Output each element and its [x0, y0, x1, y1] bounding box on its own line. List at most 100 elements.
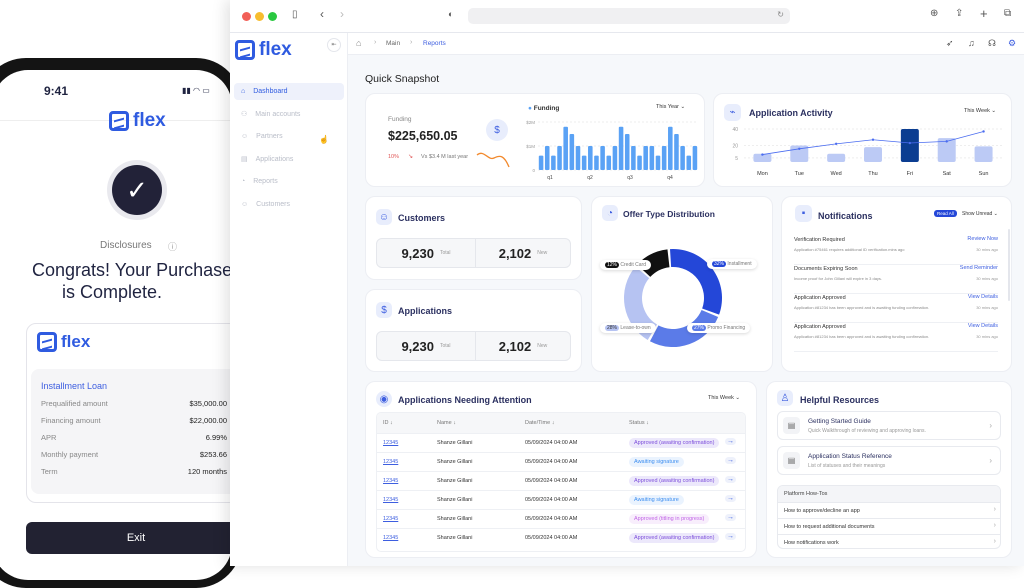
notification-action[interactable]: Send Reminder [959, 265, 998, 271]
disclosures-link[interactable]: Disclosures [100, 240, 152, 251]
applications-title: Applications [398, 306, 453, 316]
attention-icon: ◉ [376, 391, 392, 407]
table-row: 12345 Shanze Gillani 05/09/2024 04:00 AM… [377, 528, 745, 547]
resources-title: Helpful Resources [800, 395, 880, 405]
notification-item: Application Approved Application #81234 … [794, 323, 998, 352]
document-icon: ▤ [783, 452, 800, 469]
open-arrow-icon[interactable]: → [725, 476, 736, 483]
col-id[interactable]: ID ↓ [383, 420, 393, 426]
share-icon[interactable]: ⇪ [955, 8, 964, 19]
phone-screen: 9:41 ▮▮ ◠ ▭ flex ✓ Disclosures ⓘ Congrat… [0, 70, 232, 580]
sidebar-toggle-icon[interactable]: ▯ [292, 9, 298, 20]
help-icon[interactable]: ⓘ [168, 242, 178, 252]
exit-button[interactable]: Exit [26, 522, 232, 554]
minimize-window-button[interactable] [255, 12, 264, 21]
funding-bar [686, 155, 692, 170]
x-tick-label: Tue [795, 171, 804, 177]
notification-action[interactable]: Review Now [967, 236, 998, 242]
guide-link[interactable]: ▤ Getting Started Guide Quick Walkthroug… [777, 411, 1001, 440]
table-row: 12345 Shanze Gillani 05/09/2024 04:00 AM… [377, 452, 745, 471]
application-id-link[interactable]: 12345 [383, 440, 399, 446]
y-tick-label: 40 [732, 127, 738, 133]
open-arrow-icon[interactable]: → [725, 457, 736, 464]
applications-new: 2,102 New [475, 331, 571, 361]
application-id-link[interactable]: 12345 [383, 459, 399, 465]
activity-point [871, 138, 875, 141]
gauge-icon: ◔ [602, 205, 618, 221]
notification-action[interactable]: View Details [967, 323, 998, 329]
nav-icon: ☺ [241, 200, 249, 208]
col-date[interactable]: Date/Time ↓ [525, 420, 555, 426]
bell-icon[interactable]: ♫ [968, 38, 975, 48]
home-icon[interactable]: ⌂ [356, 38, 362, 48]
sidebar-item-applications[interactable]: ▤ Applications [241, 155, 294, 164]
col-name[interactable]: Name ↓ [437, 420, 456, 426]
sidebar-item-partners[interactable]: ☺ Partners [241, 133, 283, 140]
close-window-button[interactable] [242, 12, 251, 21]
notification-item: Documents Expiring Soon Income proof for… [794, 265, 998, 294]
howto-item[interactable]: How to request additional documents › [778, 518, 1000, 534]
download-icon[interactable]: ⊕ [930, 8, 939, 19]
open-arrow-icon[interactable]: → [725, 533, 736, 540]
open-arrow-icon[interactable]: → [725, 438, 736, 445]
headset-icon[interactable]: ☊ [988, 38, 996, 48]
show-unread-dropdown[interactable]: Show Unread ⌄ [962, 211, 998, 217]
breadcrumb-reports[interactable]: Reports [423, 40, 446, 47]
funding-amount: $225,650.05 [388, 129, 458, 143]
open-arrow-icon[interactable]: → [725, 514, 736, 521]
loan-row: Term 120 months [41, 467, 227, 476]
application-id-link[interactable]: 12345 [383, 535, 399, 541]
funding-bar [557, 146, 562, 170]
donut-label: 32% Installment [707, 259, 757, 269]
howto-item[interactable]: How to approve/decline an app › [778, 502, 1000, 518]
status-badge: Awaiting signature [629, 495, 684, 505]
address-bar[interactable]: ↻ [468, 8, 790, 24]
funding-bar [588, 146, 593, 170]
col-status[interactable]: Status ↓ [629, 420, 649, 426]
application-id-link[interactable]: 12345 [383, 497, 399, 503]
scrollbar[interactable] [1008, 229, 1010, 301]
zoom-window-button[interactable] [268, 12, 277, 21]
sidebar-item-dashboard[interactable]: ⌂ Dashboard [234, 83, 344, 100]
rocket-icon[interactable]: ➶ [946, 38, 954, 48]
settings-icon[interactable]: ⚙ [1008, 38, 1017, 48]
collapse-sidebar-button[interactable]: ⇤ [327, 38, 341, 52]
application-id-link[interactable]: 12345 [383, 478, 399, 484]
attention-title: Applications Needing Attention [398, 395, 532, 405]
new-tab-icon[interactable]: + [980, 6, 988, 21]
funding-icon: $ [486, 119, 508, 141]
funding-bar [538, 155, 544, 170]
guide-link[interactable]: ▤ Application Status Reference List of s… [777, 446, 1001, 475]
y-tick-label: 20 [732, 144, 738, 150]
open-arrow-icon[interactable]: → [725, 495, 736, 502]
sidebar-item-main-accounts[interactable]: ⚇ Main accounts [241, 110, 301, 119]
sidebar-item-customers[interactable]: ☺ Customers [241, 200, 290, 208]
breadcrumb-main[interactable]: Main [386, 40, 401, 47]
funding-period-dropdown[interactable]: This Year ⌄ [656, 104, 686, 110]
notification-icon: ▪ [795, 205, 812, 222]
funding-legend: ● Funding [528, 105, 560, 112]
x-tick-label: Fri [907, 171, 913, 177]
sidebar-item-reports[interactable]: ◔ Reports [241, 178, 278, 185]
notifications-card: ▪ Notifications Read All Show Unread ⌄ V… [781, 196, 1012, 372]
activity-card: ⌁ Application Activity This Week ⌄ 40 20 5… [713, 93, 1012, 187]
cursor-icon: ☝ [319, 135, 329, 144]
activity-period-dropdown[interactable]: This Week ⌄ [964, 108, 997, 114]
howto-item[interactable]: How notifications work › [778, 534, 1000, 548]
tabs-overview-icon[interactable]: ⧉ [1004, 8, 1012, 19]
funding-bar [674, 134, 679, 170]
chevron-right-icon: › [993, 522, 996, 529]
chevron-right-icon: › [989, 456, 992, 465]
forward-icon[interactable]: › [340, 7, 344, 21]
headline: Congrats! Your Purchase [32, 260, 232, 280]
attention-period-dropdown[interactable]: This Week ⌄ [708, 395, 741, 401]
back-icon[interactable]: ‹ [320, 7, 324, 21]
notification-action[interactable]: View Details [967, 294, 998, 300]
read-all-button[interactable]: Read All [934, 210, 957, 217]
activity-bar-thu [864, 147, 882, 162]
notification-item: Verification Required Application #75461… [794, 236, 998, 265]
nav-icon: ⚇ [241, 111, 248, 118]
funding-bar-chart: $2M $1M 0 q1 q2 q3 q4 [526, 120, 698, 181]
application-id-link[interactable]: 12345 [383, 516, 399, 522]
funding-bar [631, 146, 636, 170]
